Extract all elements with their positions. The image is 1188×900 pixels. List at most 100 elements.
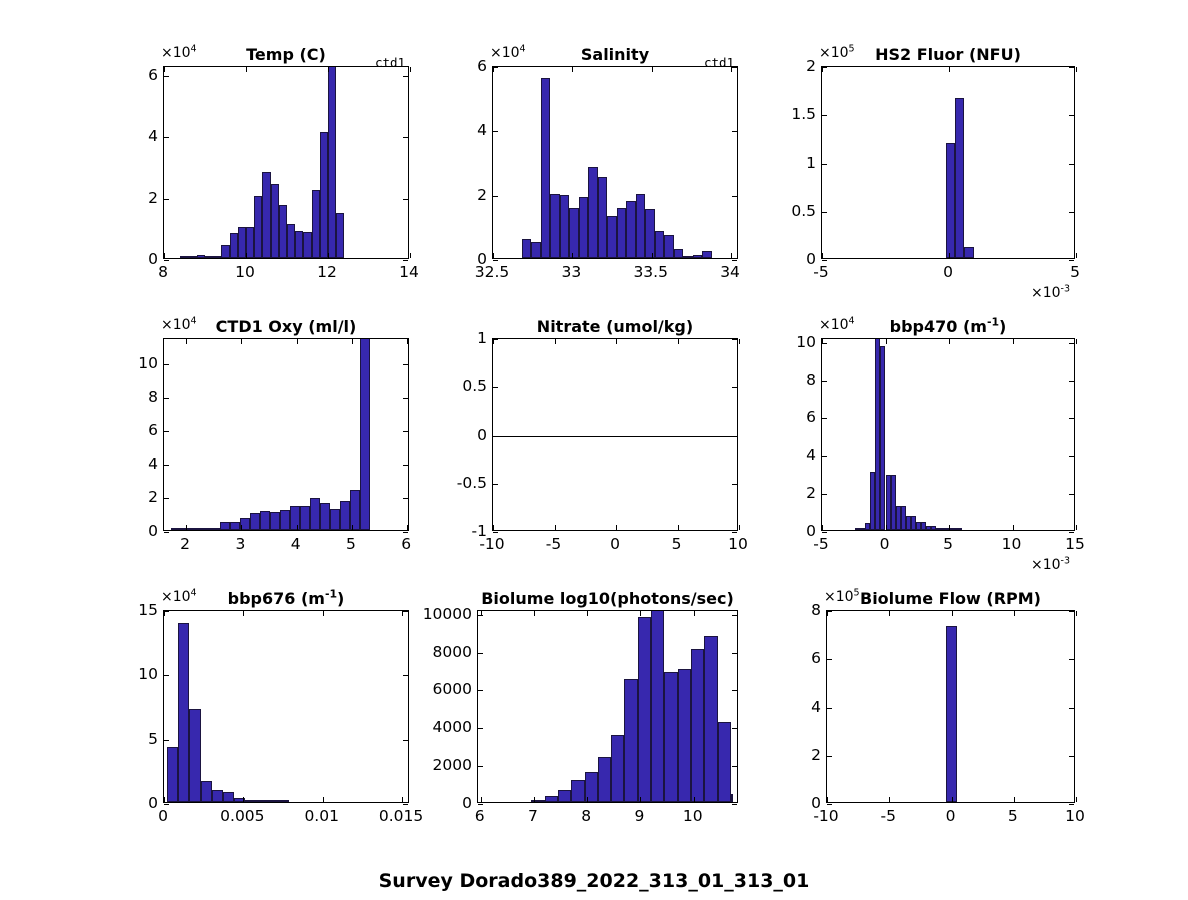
histogram-bar <box>931 526 937 530</box>
x-tick-label: 0 <box>879 535 890 553</box>
y-tick-right <box>403 431 408 433</box>
y-tick-right <box>732 435 737 437</box>
x-tick-top <box>241 339 243 344</box>
y-tick <box>822 342 827 344</box>
histogram-bar <box>921 522 927 530</box>
y-tick-label: -1 <box>471 522 487 540</box>
histogram-bar <box>890 475 896 530</box>
x-tick-top <box>951 611 953 616</box>
x-tick-label: -5 <box>813 535 829 553</box>
histogram-bar <box>865 523 871 530</box>
x-tick <box>731 253 733 258</box>
histogram-bar <box>349 489 360 530</box>
x-tick-top <box>533 611 535 616</box>
y-tick-right <box>403 675 408 677</box>
x-tick <box>164 253 165 258</box>
y-tick <box>164 76 169 78</box>
histogram-bar <box>540 77 551 258</box>
x-tick-label: 5 <box>346 535 356 553</box>
x-tick <box>640 797 642 802</box>
y-tick-label: 8 <box>806 370 816 389</box>
panel-corner-tag: ctd1 <box>375 55 406 70</box>
histogram-bar <box>550 193 560 258</box>
histogram-bar <box>244 800 257 802</box>
y-tick-right <box>403 498 408 500</box>
histogram-bar <box>250 512 261 530</box>
y-tick <box>493 435 498 437</box>
x-tick-top <box>949 67 950 72</box>
histogram-bar <box>254 195 263 258</box>
y-tick-label: 8 <box>148 387 158 406</box>
histogram-bar <box>654 230 665 258</box>
histogram-bar <box>860 528 866 530</box>
panel-title-biolume_flow: Biolume Flow (RPM) <box>860 589 1041 608</box>
x-tick-top <box>587 611 589 616</box>
axes-bbp676 <box>163 610 409 805</box>
x-tick <box>739 525 740 530</box>
x-tick-label: -5 <box>545 535 562 553</box>
y-tick <box>493 532 498 533</box>
x-tick-label: 0 <box>943 263 953 281</box>
y-tick-label: 0 <box>462 794 472 812</box>
histogram-bar <box>870 472 876 530</box>
axes-bbp470 <box>821 338 1077 533</box>
x-tick <box>493 253 494 258</box>
y-tick-right <box>403 76 408 78</box>
axes-ctd1_oxy <box>163 338 409 533</box>
x-tick-top <box>949 339 950 344</box>
y-tick-right <box>403 804 408 805</box>
x-tick-top <box>1076 339 1077 344</box>
histogram-bar <box>616 208 627 258</box>
plot-area-bbp676 <box>164 611 408 802</box>
histogram-bar <box>240 518 251 530</box>
histogram-bar <box>964 247 975 258</box>
x-tick-label: 0 <box>610 535 620 553</box>
histogram-bar <box>205 255 214 258</box>
y-tick-label: 2 <box>811 745 821 764</box>
y-tick-right <box>732 339 737 340</box>
y-tick-label: 8 <box>811 601 821 619</box>
y-tick-label: 1 <box>806 153 816 172</box>
histogram-bar <box>319 132 328 258</box>
histogram-bar <box>955 97 965 258</box>
histogram-bar <box>531 799 545 802</box>
y-tick <box>164 364 169 366</box>
y-tick-label: 0 <box>148 794 158 812</box>
histogram-bar <box>299 505 310 530</box>
y-tick <box>164 137 169 139</box>
histogram-bar <box>936 528 942 530</box>
histogram-bar <box>220 521 231 530</box>
histogram-bar <box>956 528 962 530</box>
histogram-bar <box>246 227 255 258</box>
x-tick <box>1012 525 1014 530</box>
panel-title-bbp470: bbp470 (m-1) <box>889 315 1007 336</box>
y-tick-label: 0 <box>806 522 816 540</box>
histogram-bar <box>196 255 205 258</box>
x-tick <box>677 525 679 530</box>
x-tick <box>186 525 188 530</box>
histogram-bar <box>557 789 572 802</box>
x-tick-top <box>1076 611 1077 616</box>
x-tick-label: 0.015 <box>378 807 424 825</box>
axes-biolume_flow <box>826 610 1077 805</box>
histogram-bar <box>677 668 692 802</box>
x-tick-label: 33.5 <box>633 263 668 281</box>
x-tick-label: 10 <box>682 807 703 825</box>
histogram-bar <box>926 526 932 530</box>
histogram-bar <box>855 528 861 530</box>
x-tick <box>827 797 828 802</box>
y-tick <box>493 260 498 261</box>
y-tick <box>478 766 483 768</box>
histogram-bar <box>319 502 330 530</box>
histogram-bar <box>578 197 589 258</box>
plot-area-ctd1_oxy <box>164 339 408 530</box>
histogram-bar <box>559 195 570 258</box>
panel-title-bbp676: bbp676 (m-1) <box>227 587 345 608</box>
axes-salinity <box>492 66 738 261</box>
x-tick-label: 5 <box>943 535 953 553</box>
x-tick-label: -10 <box>479 535 505 553</box>
x-tick <box>889 797 891 802</box>
